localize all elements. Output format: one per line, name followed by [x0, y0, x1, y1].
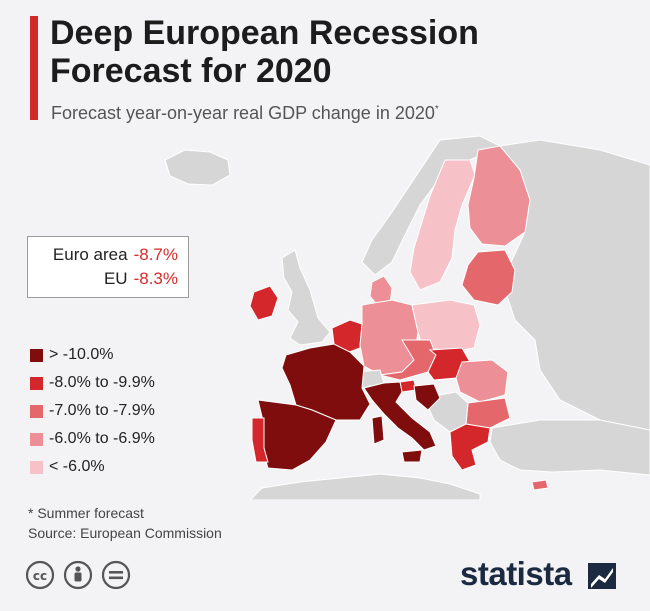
legend-label: -7.0% to -7.9% — [49, 402, 155, 419]
subtitle-text: Forecast year-on-year real GDP change in… — [51, 103, 435, 123]
nd-icon[interactable] — [101, 560, 131, 590]
map-region-baltics — [461, 249, 516, 306]
map-region-united-kingdom — [281, 249, 331, 346]
legend-item: -7.0% to -7.9% — [30, 402, 230, 422]
map-region-cyprus — [531, 479, 549, 491]
summary-label: Euro area — [52, 245, 128, 264]
svg-text:cc: cc — [33, 569, 47, 583]
title-accent-bar — [30, 16, 38, 120]
map-region-france — [281, 343, 371, 421]
legend-swatch — [30, 377, 43, 390]
summary-box: Euro area -8.7% EU -8.3% — [27, 236, 189, 298]
map-region-czechia-austria — [379, 339, 437, 381]
legend-item: -6.0% to -6.9% — [30, 430, 230, 450]
statista-logo-text: statista — [460, 555, 572, 592]
legend-swatch — [30, 349, 43, 362]
cc-icon[interactable]: cc — [25, 560, 55, 590]
summary-label: EU — [103, 269, 128, 288]
footnote-text: * Summer forecast — [28, 505, 144, 521]
map-region-ireland — [249, 285, 279, 321]
summary-row-euro-area: Euro area -8.7% — [53, 245, 178, 265]
legend-swatch — [30, 433, 43, 446]
source-text: Source: European Commission — [28, 525, 222, 541]
map-region-portugal — [251, 417, 269, 463]
map-region-north-africa — [249, 473, 481, 500]
map-region-poland — [411, 299, 481, 353]
legend-label: -8.0% to -9.9% — [49, 374, 155, 391]
summary-row-eu: EU -8.3% — [104, 269, 178, 289]
statista-logo-icon — [588, 563, 616, 589]
map-region-sardinia — [371, 415, 385, 445]
license-icons: cc — [25, 560, 131, 590]
legend-swatch — [30, 461, 43, 474]
map-region-iceland — [164, 149, 231, 186]
chart-title: Deep European Recession Forecast for 202… — [50, 14, 479, 90]
map-region-sicily — [401, 449, 423, 463]
map-region-greece — [449, 423, 491, 471]
footnote: * Summer forecast Source: European Commi… — [28, 503, 222, 543]
legend-item: -8.0% to -9.9% — [30, 374, 230, 394]
summary-value: -8.3% — [133, 269, 178, 288]
by-icon[interactable] — [63, 560, 93, 590]
map-region-turkey — [489, 419, 650, 476]
map-region-finland — [467, 145, 531, 247]
legend-label: < -6.0% — [49, 458, 105, 475]
map-region-romania — [455, 359, 509, 403]
summary-value: -8.7% — [133, 245, 178, 264]
map-region-germany — [359, 299, 419, 376]
subtitle-marker: * — [434, 104, 439, 115]
map-region-croatia — [413, 383, 441, 411]
legend-label: > -10.0% — [49, 346, 114, 363]
europe-map — [0, 128, 650, 500]
legend-swatch — [30, 405, 43, 418]
legend-item: < -6.0% — [30, 458, 230, 478]
map-region-italy — [363, 381, 437, 451]
legend-label: -6.0% to -6.9% — [49, 430, 155, 447]
legend-item: > -10.0% — [30, 346, 230, 366]
chart-subtitle: Forecast year-on-year real GDP change in… — [51, 103, 439, 124]
